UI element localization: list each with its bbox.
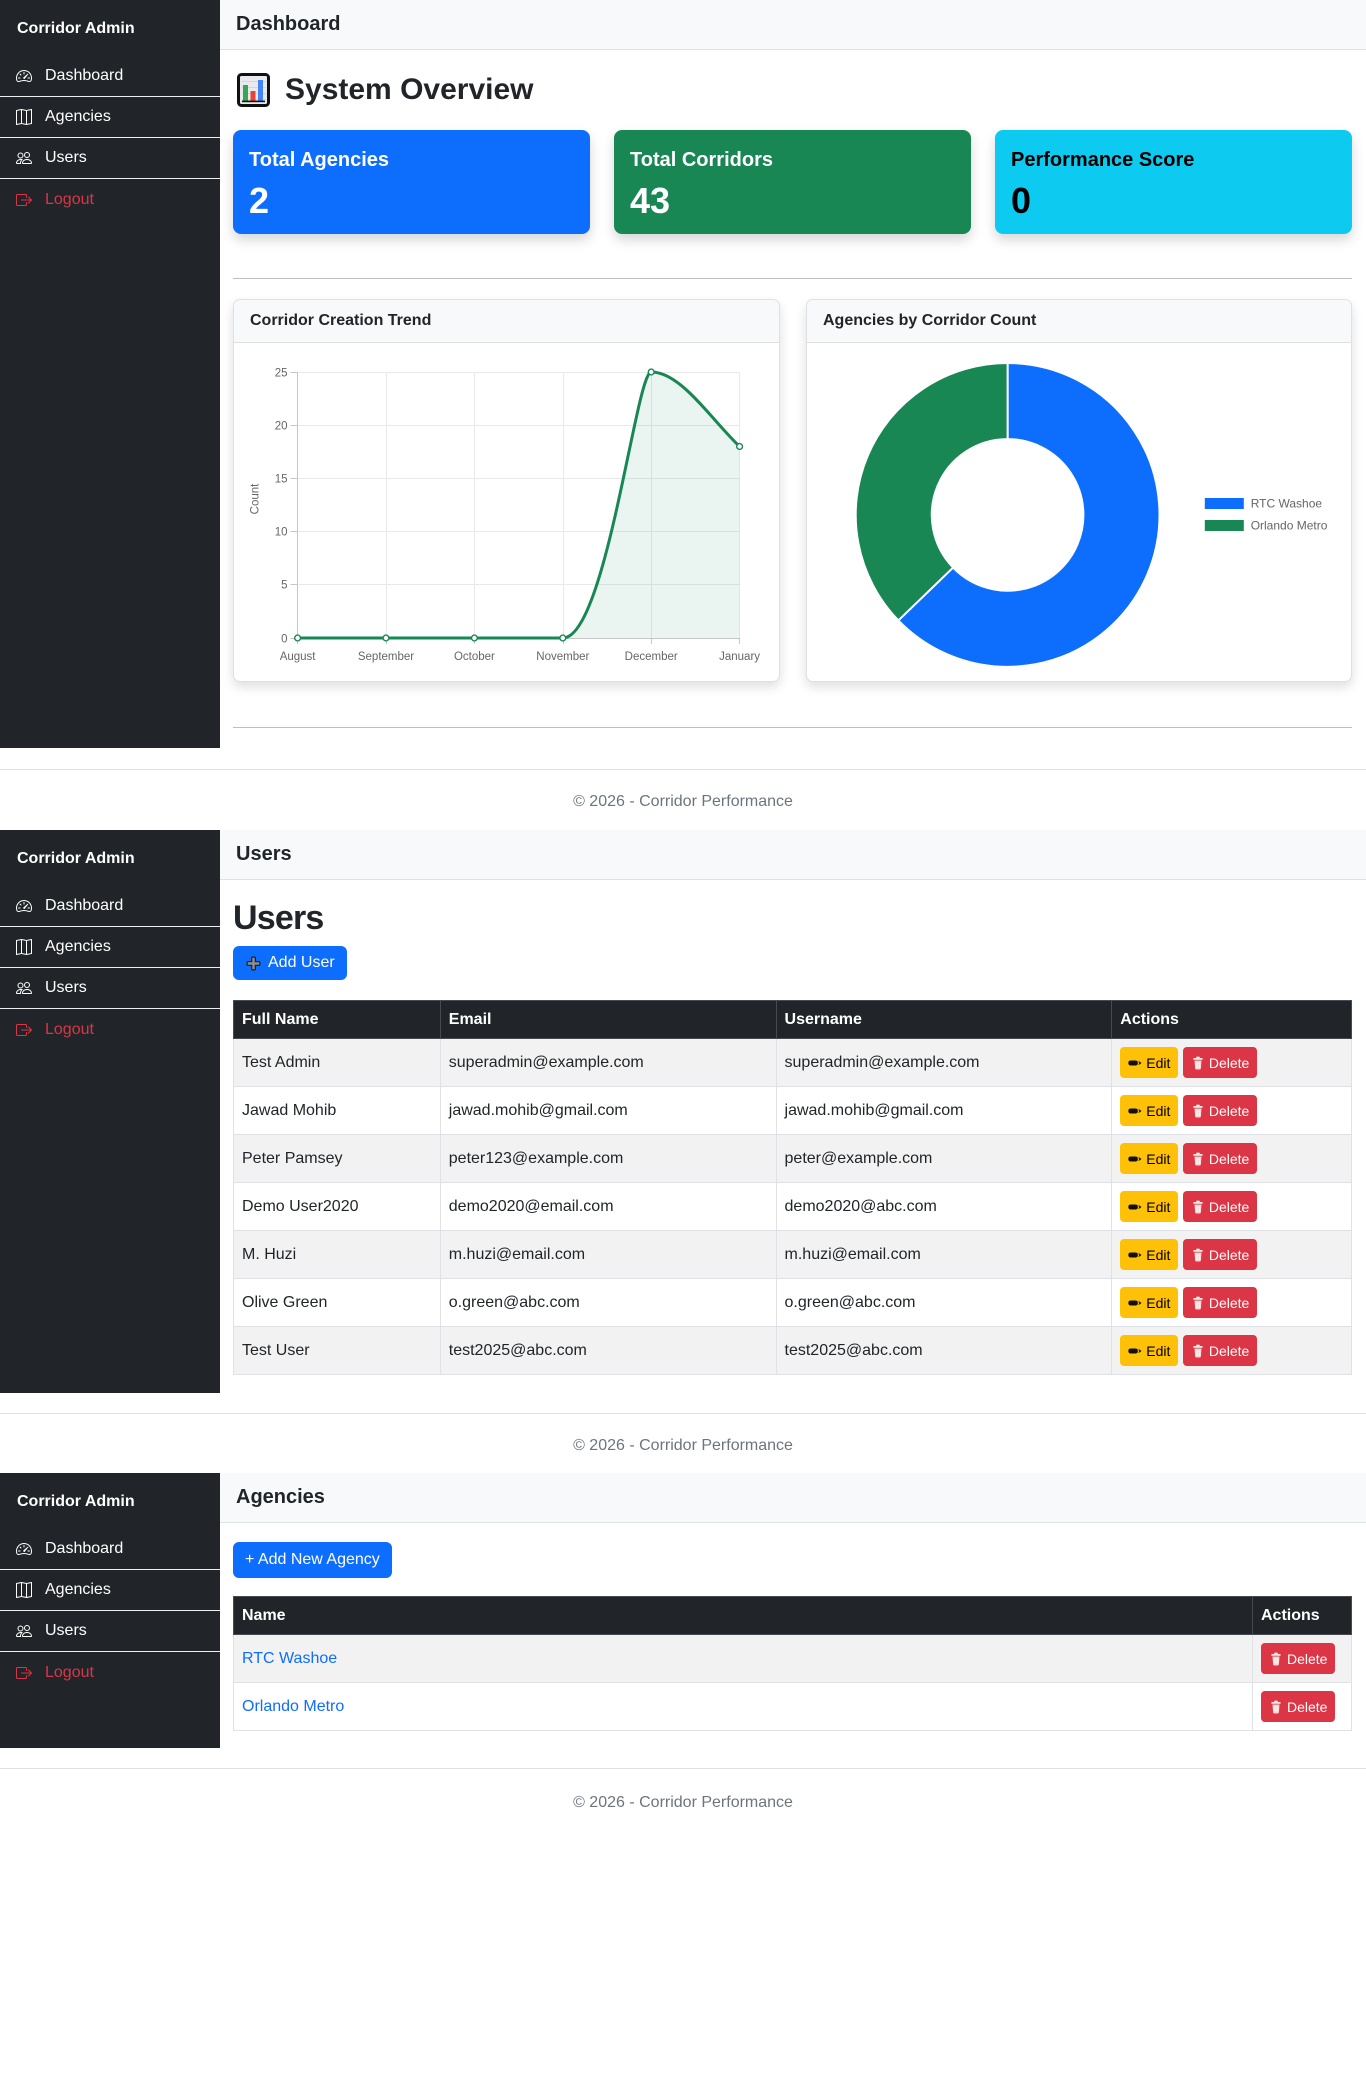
svg-text:October: October bbox=[454, 651, 495, 663]
svg-text:Count: Count bbox=[250, 483, 262, 514]
svg-text:RTC Washoe: RTC Washoe bbox=[1251, 497, 1323, 511]
svg-text:January: January bbox=[719, 651, 760, 663]
svg-text:September: September bbox=[358, 651, 414, 663]
svg-text:August: August bbox=[280, 651, 317, 663]
svg-text:25: 25 bbox=[275, 368, 288, 380]
svg-text:December: December bbox=[625, 651, 678, 663]
svg-text:5: 5 bbox=[281, 580, 287, 592]
svg-text:0: 0 bbox=[281, 634, 287, 646]
svg-text:Orlando Metro: Orlando Metro bbox=[1251, 519, 1328, 533]
svg-text:15: 15 bbox=[275, 474, 288, 486]
svg-text:20: 20 bbox=[275, 421, 288, 433]
svg-text:10: 10 bbox=[275, 527, 288, 539]
svg-text:November: November bbox=[536, 651, 589, 663]
